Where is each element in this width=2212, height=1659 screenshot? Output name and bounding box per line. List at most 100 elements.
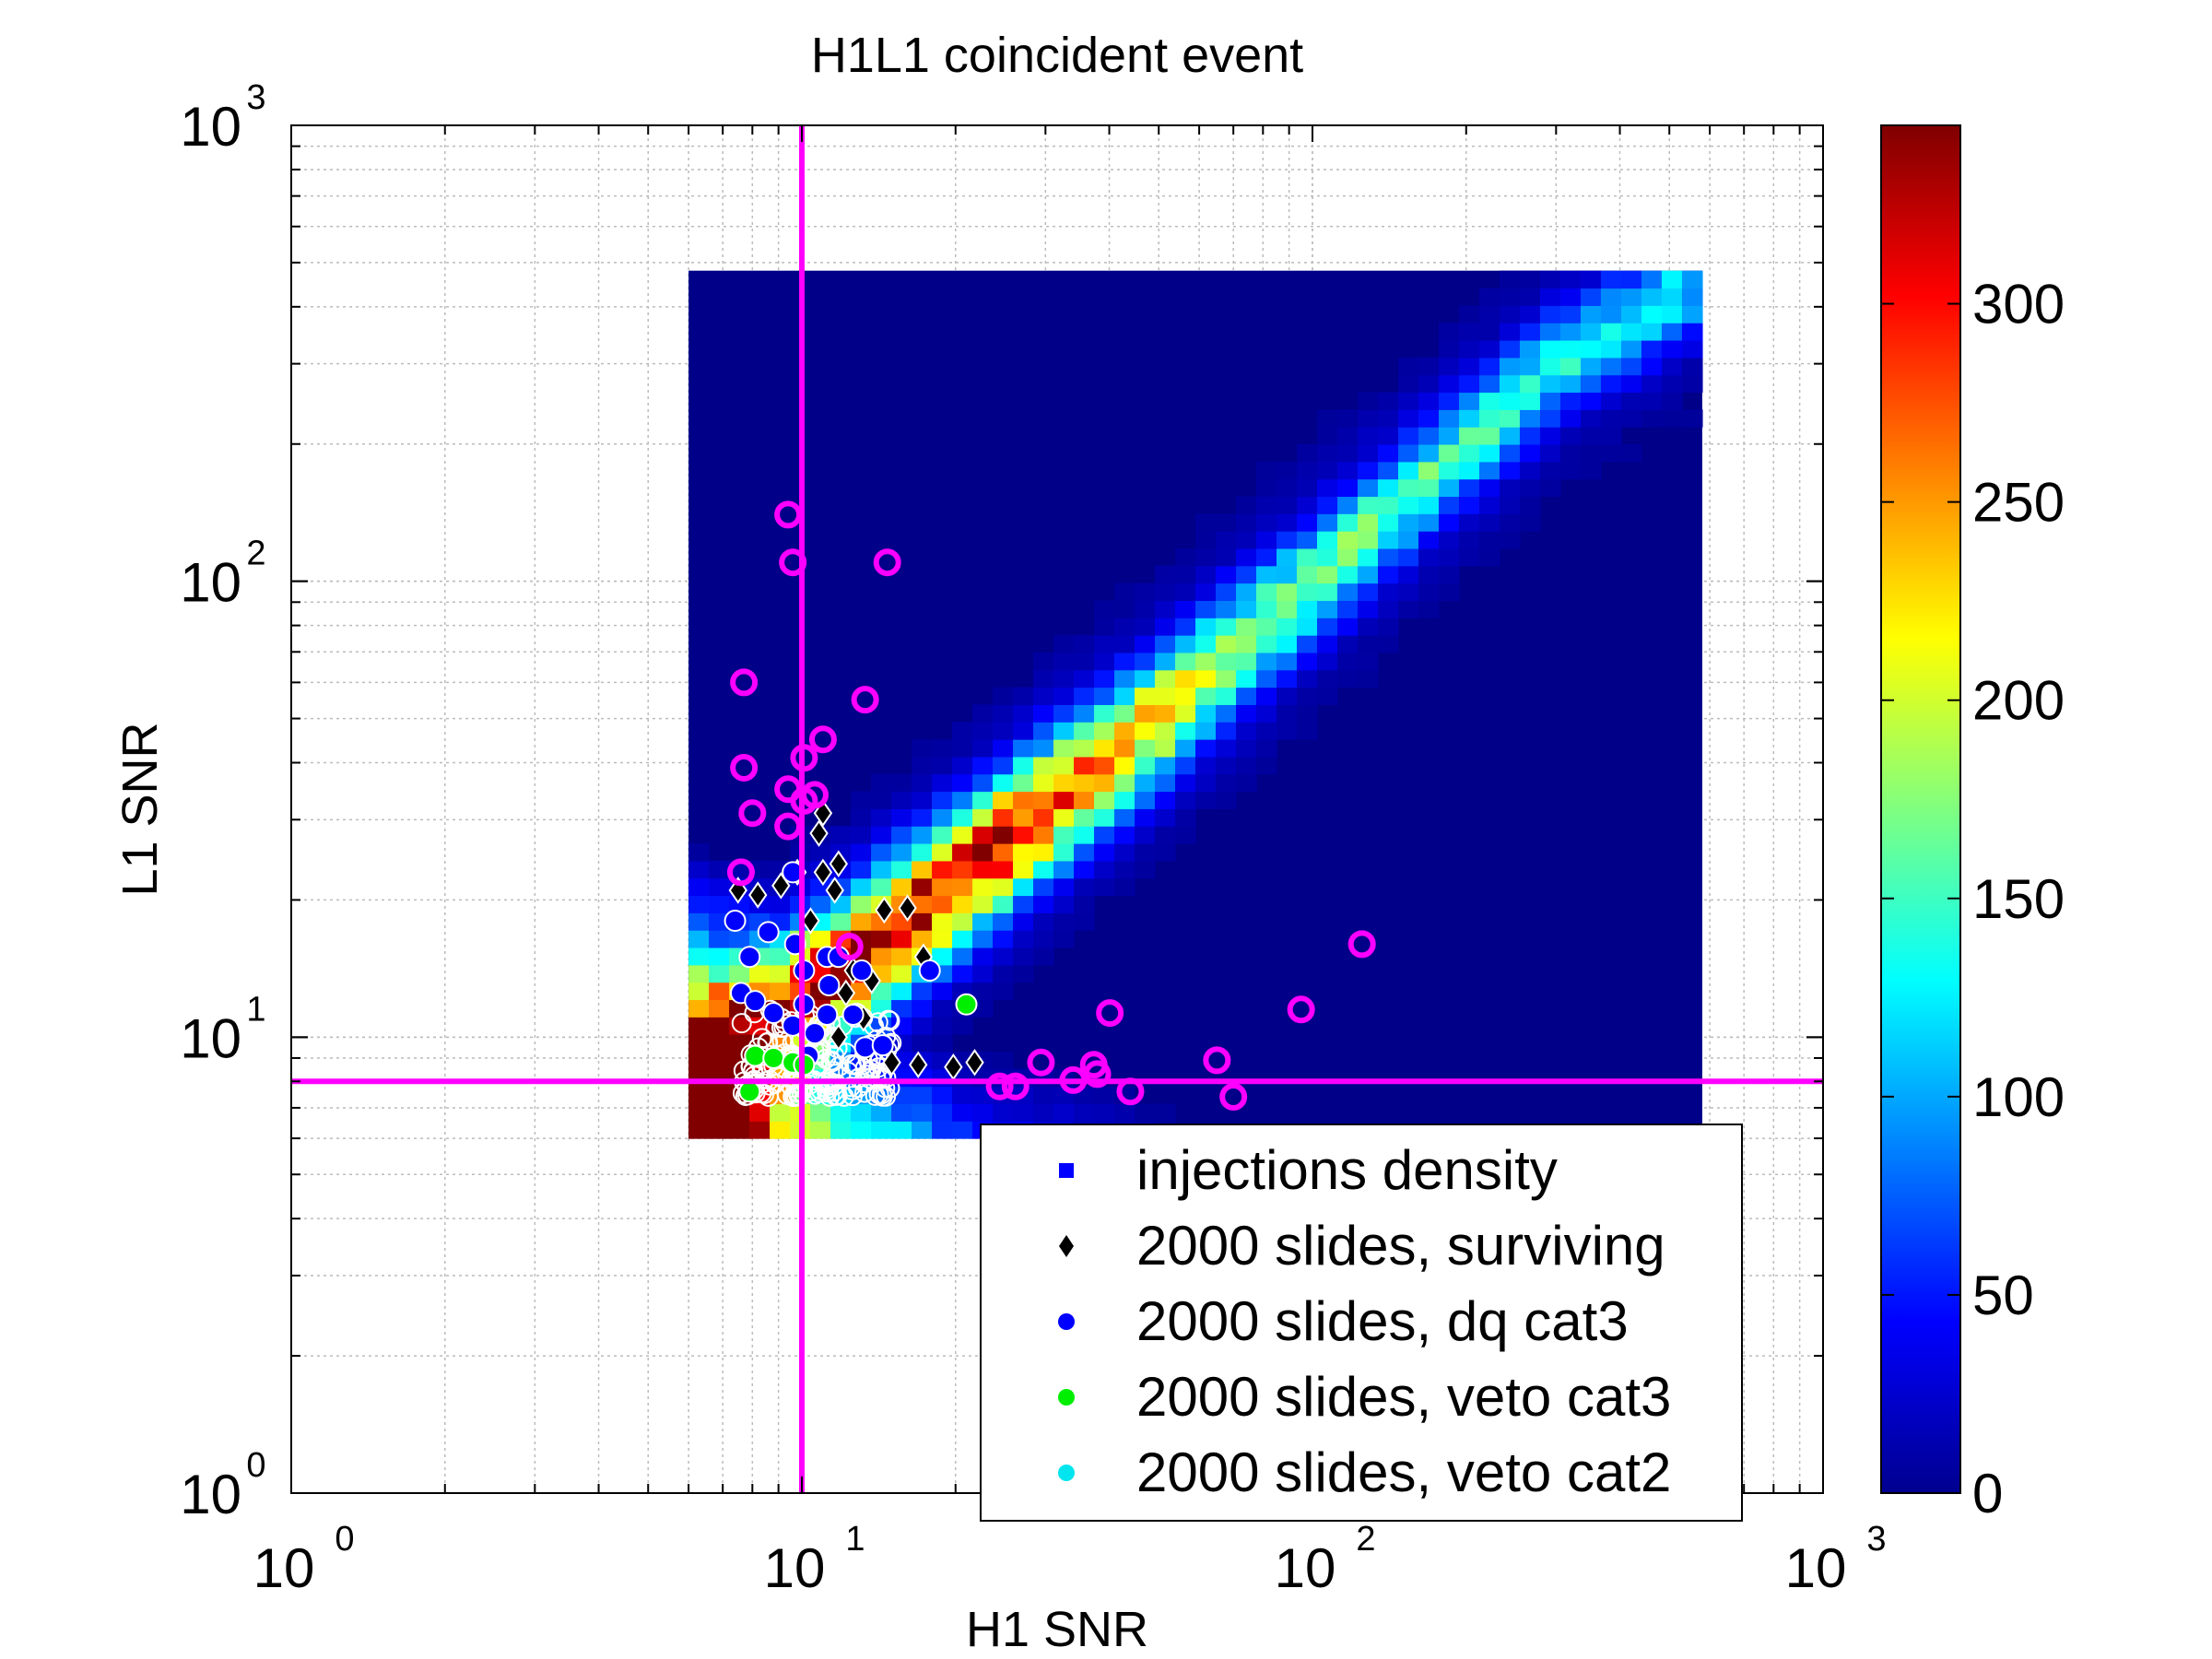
heatmap-cell [1661, 339, 1683, 359]
heatmap-cell [1033, 791, 1054, 809]
heatmap-cell [1216, 582, 1237, 602]
heatmap-cell [1316, 461, 1338, 480]
dq-cat3-point [744, 990, 767, 1013]
heatmap-cell [932, 843, 953, 862]
heatmap-cell [1053, 808, 1075, 827]
heatmap-cell [1094, 704, 1115, 723]
heatmap-cell [688, 1034, 710, 1053]
heatmap-cell [1377, 513, 1399, 532]
heatmap-cell [1519, 513, 1541, 532]
heatmap-cell [1216, 600, 1237, 618]
heatmap-cell [1336, 618, 1359, 636]
heatmap-cell [709, 1103, 730, 1122]
heatmap-cell [1053, 930, 1075, 948]
heatmap-cell [1539, 305, 1561, 324]
heatmap-cell [709, 930, 730, 948]
heatmap-cell [1357, 565, 1379, 584]
heatmap-cell [1053, 1103, 1075, 1122]
y-tick-label-exponent: 1 [246, 990, 265, 1029]
heatmap-cell [709, 1121, 730, 1139]
heatmap-cell [1580, 323, 1602, 341]
heatmap-cell [688, 895, 710, 913]
heatmap-cell [1175, 600, 1196, 618]
heatmap-cell [1195, 756, 1217, 775]
colorbar-gradient [1880, 124, 1961, 1494]
heatmap-cell [1620, 374, 1642, 394]
heatmap-cell [1397, 547, 1419, 567]
heatmap-cell [1135, 582, 1156, 602]
heatmap-cell [993, 756, 1014, 775]
heatmap-cell [1580, 392, 1602, 410]
heatmap-cell [688, 912, 710, 931]
heatmap-cell [891, 930, 912, 948]
heatmap-cell [1519, 305, 1541, 324]
heatmap-cell [972, 704, 994, 723]
heatmap-cell [972, 773, 994, 793]
heatmap-cell [1033, 860, 1054, 879]
heatmap-cell [1216, 513, 1237, 532]
legend-label-dq-cat3: 2000 slides, dq cat3 [1136, 1290, 1629, 1352]
heatmap-cell [912, 791, 933, 809]
x-tick-label: 10 [1275, 1537, 1336, 1599]
heatmap-cell [1661, 270, 1683, 289]
heatmap-cell [1357, 547, 1379, 567]
heatmap-cell [1256, 547, 1277, 567]
heatmap-cell [1175, 826, 1196, 844]
heatmap-cell [1499, 461, 1521, 480]
heatmap-cell [993, 722, 1014, 740]
heatmap-cell [1397, 461, 1419, 480]
heatmap-cell [688, 1086, 710, 1105]
heatmap-cell [1013, 843, 1034, 862]
y-tick-label-exponent: 2 [246, 535, 265, 573]
heatmap-cell [1397, 409, 1419, 428]
surviving-point [829, 850, 849, 878]
heatmap-cell [972, 756, 994, 775]
heatmap-cell [1336, 461, 1359, 480]
heatmap-cell [1074, 722, 1095, 740]
heatmap-cell [1519, 270, 1541, 289]
heatmap-cell [1336, 547, 1359, 567]
heatmap-cell [1397, 478, 1419, 498]
heatmap-cell [1620, 392, 1642, 410]
heatmap-cell [1013, 808, 1034, 827]
heatmap-cell [1033, 843, 1054, 862]
heatmap-cell [1499, 496, 1521, 514]
heatmap-cell [1297, 618, 1318, 636]
heatmap-cell [1661, 392, 1683, 410]
heatmap-cell [891, 1121, 912, 1139]
heatmap-cell [1580, 443, 1602, 463]
heatmap-cell [1074, 826, 1095, 844]
heatmap-cell [1519, 323, 1541, 341]
heatmap-cell [972, 930, 994, 948]
heatmap-cell [993, 843, 1014, 862]
heatmap-cell [1094, 669, 1115, 688]
heatmap-cell [851, 791, 872, 809]
heatmap-cell [1478, 409, 1500, 428]
heatmap-cell [952, 1017, 973, 1035]
heatmap-cell [1013, 912, 1034, 931]
heatmap-cell [1053, 773, 1075, 793]
heatmap-cell [952, 722, 973, 740]
heatmap-cell [1641, 409, 1663, 428]
heatmap-cell [1297, 478, 1318, 498]
heatmap-cell [1074, 860, 1095, 879]
coincident-event-point [1096, 999, 1124, 1028]
heatmap-cell [912, 739, 933, 758]
heatmap-cell [1316, 687, 1338, 705]
heatmap-cell [810, 1103, 831, 1122]
heatmap-cell [1175, 652, 1196, 671]
y-tick-label-exponent: 0 [246, 1446, 265, 1485]
heatmap-cell [1236, 635, 1257, 653]
heatmap-cell [1114, 635, 1135, 653]
heatmap-cell [1256, 652, 1277, 671]
heatmap-cell [871, 843, 892, 862]
surviving-point [965, 1049, 984, 1077]
heatmap-cell [688, 982, 710, 1001]
heatmap-cell [972, 877, 994, 897]
heatmap-cell [1478, 374, 1500, 394]
heatmap-cell [1539, 270, 1561, 289]
heatmap-cell [1033, 877, 1054, 897]
heatmap-cell [709, 999, 730, 1018]
surviving-point [898, 894, 917, 922]
heatmap-cell [1438, 427, 1460, 445]
